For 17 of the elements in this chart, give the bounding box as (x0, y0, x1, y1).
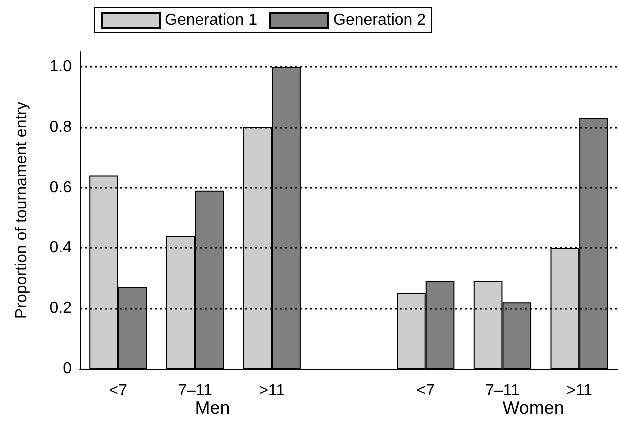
x-tick-label: <7 (109, 382, 128, 400)
x-tick-label: >11 (259, 382, 286, 400)
y-tick-label: 0.8 (50, 118, 72, 136)
text: Men (195, 398, 230, 418)
y-tick-label: 1.0 (50, 58, 72, 76)
legend-label: Generation 1 (165, 12, 258, 29)
y-tick-label: 0.6 (50, 179, 72, 196)
x-tick-label: 7–11 (486, 382, 520, 400)
x-tick-label: <7 (416, 382, 436, 400)
y-tick-label: 0.2 (50, 300, 72, 318)
legend-label: Generation 2 (334, 12, 426, 29)
y-tick-label: 0 (63, 360, 72, 378)
y-axis-title: Proportion of tournament entry (14, 102, 30, 320)
y-tick-label: 0.4 (50, 240, 72, 257)
x-tick-label: 7–11 (178, 382, 213, 400)
x-tick-label: >11 (566, 382, 593, 400)
text: Women (502, 398, 564, 418)
